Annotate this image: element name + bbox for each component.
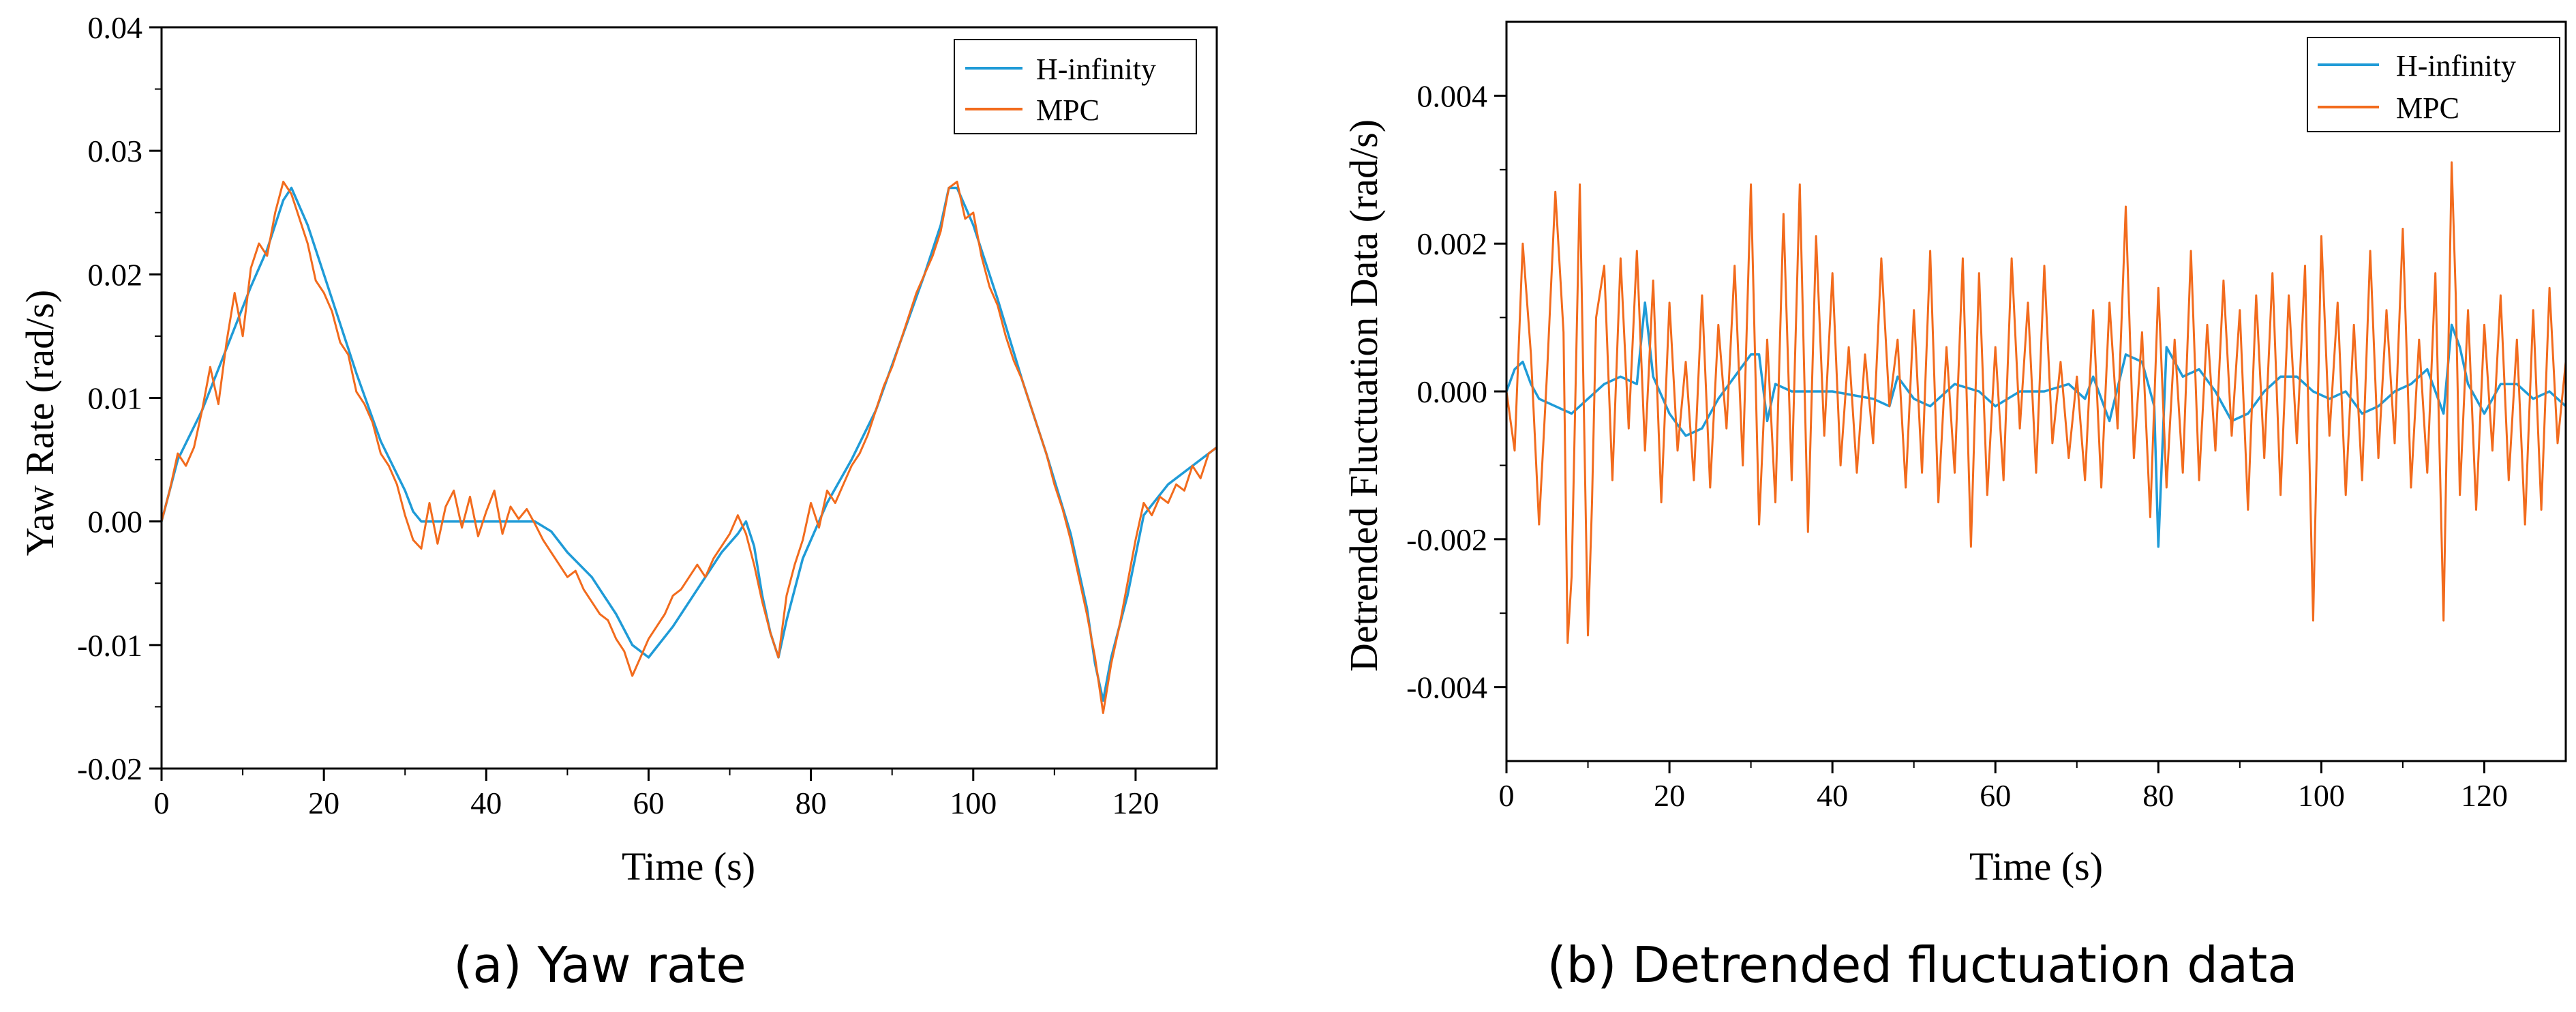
y-tick-label: -0.004 xyxy=(1406,670,1487,705)
y-tick-label: 0.004 xyxy=(1417,78,1488,113)
series-line-h-infinity xyxy=(1505,301,2567,548)
y-tick-label: -0.002 xyxy=(1406,522,1487,557)
x-tick-label: 60 xyxy=(633,786,664,820)
legend-label-mpc: MPC xyxy=(1036,93,1100,127)
x-tick-label: 40 xyxy=(470,786,502,820)
legend-label-mpc: MPC xyxy=(2396,91,2459,125)
plot-area: 0 20 40 60 80 100 120 -0.004 -0.002 0.000 0.002 0.0… xyxy=(1406,20,2567,813)
series-line-mpc xyxy=(1505,161,2567,644)
x-tick-label: 20 xyxy=(308,786,339,820)
chart-panel-detrended-fluctuation: 0 20 40 60 80 100 120 -0.004 -0.002 0.000 0.002 0.0… xyxy=(1342,20,2567,994)
y-tick-label: -0.02 xyxy=(77,751,142,786)
legend: H-infinity MPC xyxy=(2307,37,2560,132)
legend-label-h-infinity: H-infinity xyxy=(2396,49,2516,83)
y-tick-label: 0.00 xyxy=(88,505,143,539)
x-tick-label: 120 xyxy=(1112,786,1159,820)
x-tick-label: 40 xyxy=(1817,778,1848,813)
y-tick-label: 0.000 xyxy=(1417,374,1488,409)
y-tick-label: 0.04 xyxy=(88,10,143,45)
y-tick-label: 0.03 xyxy=(88,134,143,168)
x-tick-label: 100 xyxy=(2298,778,2345,813)
x-tick-label: 0 xyxy=(1499,778,1515,813)
x-tick-label: 0 xyxy=(154,786,170,820)
y-tick-label: 0.02 xyxy=(88,257,143,292)
chart-caption: (b) Detrended fluctuation data xyxy=(1547,936,2298,994)
y-tick-label: 0.002 xyxy=(1417,226,1488,261)
y-tick-label: -0.01 xyxy=(77,628,142,663)
chart-caption: (a) Yaw rate xyxy=(453,936,746,994)
x-tick-label: 80 xyxy=(2142,778,2174,813)
y-axis-title: Detrended Fluctuation Data (rad/s) xyxy=(1342,119,1386,672)
series-line-mpc xyxy=(160,181,1217,714)
x-tick-label: 120 xyxy=(2461,778,2508,813)
legend-label-h-infinity: H-infinity xyxy=(1036,53,1156,86)
legend: H-infinity MPC xyxy=(954,39,1197,134)
y-tick-label: 0.01 xyxy=(88,381,143,416)
x-tick-label: 100 xyxy=(950,786,997,820)
x-axis-title: Time (s) xyxy=(622,844,755,889)
chart-panel-yaw-rate: 0 20 40 60 80 100 120 -0.02 -0.01 0.00 0.01 0.02 0.0… xyxy=(18,10,1218,994)
x-tick-label: 60 xyxy=(1980,778,2011,813)
x-axis-title: Time (s) xyxy=(1969,844,2103,889)
x-tick-label: 20 xyxy=(1654,778,1685,813)
plot-area: 0 20 40 60 80 100 120 -0.02 -0.01 0.00 0.01 0.02 0.0… xyxy=(77,10,1218,820)
x-tick-label: 80 xyxy=(795,786,827,820)
y-axis-title: Yaw Rate (rad/s) xyxy=(18,290,62,556)
